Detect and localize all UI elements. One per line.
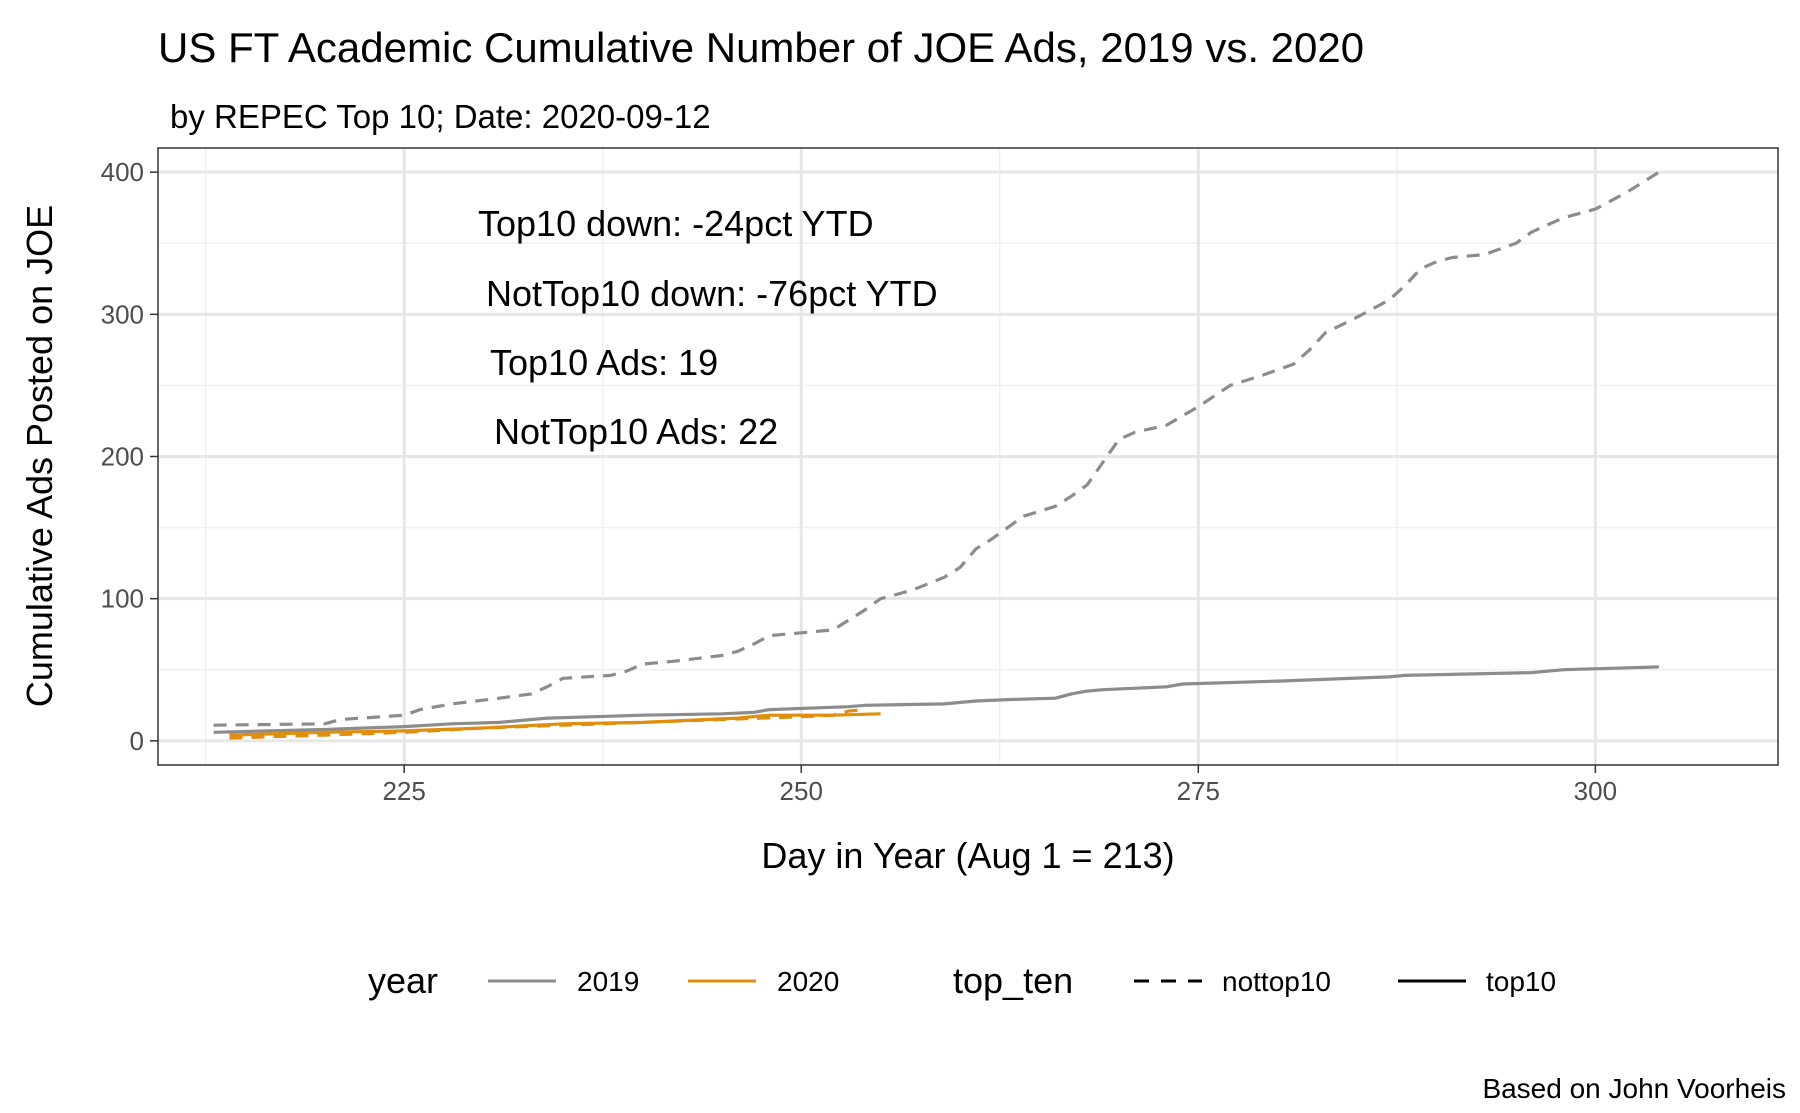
series-line-2019-top10 — [213, 665, 1659, 734]
legend-label-2019: 2019 — [577, 966, 639, 997]
series-line-2019-nottop10 — [213, 170, 1660, 727]
annotation-top10-down: Top10 down: -24pct YTD — [478, 203, 874, 244]
legend-title-top-ten: top_ten — [953, 960, 1073, 1001]
annotation-nottop10-down: NotTop10 down: -76pct YTD — [486, 273, 938, 314]
y-axis-title: Cumulative Ads Posted on JOE — [19, 205, 60, 707]
x-axis-title: Day in Year (Aug 1 = 213) — [761, 835, 1174, 876]
y-tick-label: 300 — [101, 299, 144, 329]
legend-label-2020: 2020 — [777, 966, 839, 997]
series-line-2020-top10 — [229, 712, 881, 737]
legend: year 2019 2020 top_ten nottop10 top10 — [368, 960, 1556, 1001]
x-tick-label: 225 — [382, 776, 425, 806]
legend-label-top10: top10 — [1486, 966, 1556, 997]
x-tick-label: 300 — [1574, 776, 1617, 806]
annotation-block: Top10 down: -24pct YTD NotTop10 down: -7… — [478, 203, 938, 452]
chart-subtitle: by REPEC Top 10; Date: 2020-09-12 — [170, 98, 711, 135]
chart-title: US FT Academic Cumulative Number of JOE … — [158, 24, 1364, 71]
y-tick-label: 200 — [101, 442, 144, 472]
legend-label-nottop10: nottop10 — [1222, 966, 1331, 997]
y-tick-label: 400 — [101, 157, 144, 187]
axis-ticks: 225 250 275 300 0 100 200 300 400 — [101, 157, 1617, 806]
grid-lines — [158, 148, 1778, 765]
legend-title-year: year — [368, 960, 438, 1001]
y-tick-label: 100 — [101, 584, 144, 614]
series-layer — [213, 170, 1660, 740]
x-tick-label: 275 — [1177, 776, 1220, 806]
annotation-top10-ads: Top10 Ads: 19 — [490, 342, 718, 383]
y-tick-label: 0 — [130, 726, 144, 756]
annotation-nottop10-ads: NotTop10 Ads: 22 — [494, 411, 778, 452]
x-tick-label: 250 — [780, 776, 823, 806]
chart-caption: Based on John Voorheis — [1482, 1073, 1786, 1104]
